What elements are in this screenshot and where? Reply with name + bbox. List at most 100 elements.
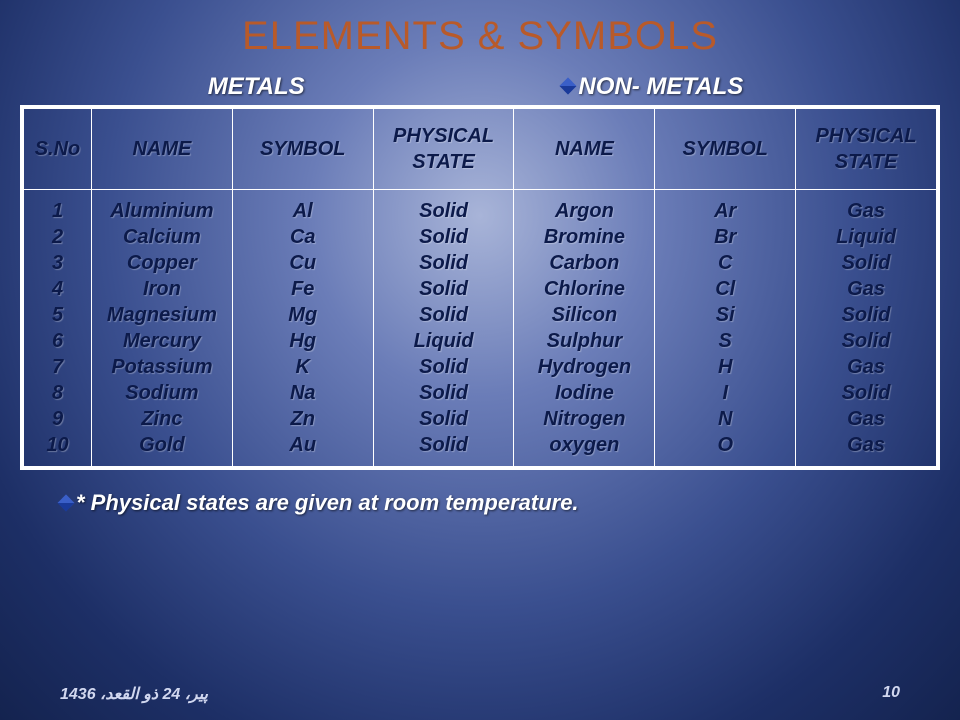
list-item: Al [237,198,369,224]
list-item: Gas [800,354,932,380]
list-item: Mg [237,302,369,328]
list-item: Ca [237,224,369,250]
list-item: 10 [28,432,87,458]
list-item: Solid [378,354,510,380]
list-item: Solid [378,224,510,250]
list-item: Carbon [518,250,650,276]
table-header-row: S.No NAME SYMBOL PHYSICAL STATE NAME SYM… [24,109,937,190]
list-item: Hg [237,328,369,354]
list-item: Au [237,432,369,458]
list-item: Iron [96,276,228,302]
list-item: Solid [378,406,510,432]
list-item: Solid [378,250,510,276]
list-item: Cl [659,276,791,302]
list-item: 2 [28,224,87,250]
col-sym2: SYMBOL [655,109,796,190]
footnote-text: * Physical states are given at room temp… [76,490,579,515]
list-item: Br [659,224,791,250]
col-state2: PHYSICAL STATE [796,109,937,190]
cell-non-name: ArgonBromineCarbonChlorineSiliconSulphur… [514,190,655,467]
list-item: 8 [28,380,87,406]
list-item: Gold [96,432,228,458]
slide: ELEMENTS & SYMBOLS METALS NON- METALS S.… [0,0,960,720]
list-item: Hydrogen [518,354,650,380]
section-nonmetals-wrap: NON- METALS [452,73,940,101]
list-item: Ar [659,198,791,224]
list-item: 6 [28,328,87,354]
list-item: Iodine [518,380,650,406]
list-item: K [237,354,369,380]
col-name2: NAME [514,109,655,190]
list-item: 5 [28,302,87,328]
list-item: Fe [237,276,369,302]
cell-metal-name: AluminiumCalciumCopperIronMagnesiumMercu… [92,190,233,467]
list-item: Solid [800,250,932,276]
list-item: Solid [378,302,510,328]
col-name1: NAME [92,109,233,190]
list-item: 3 [28,250,87,276]
list-item: Cu [237,250,369,276]
list-item: Bromine [518,224,650,250]
list-item: Solid [378,276,510,302]
list-item: Argon [518,198,650,224]
col-sym1: SYMBOL [232,109,373,190]
section-metals-label: METALS [20,73,452,101]
list-item: Gas [800,406,932,432]
col-sno: S.No [24,109,92,190]
list-item: Solid [378,432,510,458]
list-item: oxygen [518,432,650,458]
list-item: Silicon [518,302,650,328]
list-item: Gas [800,432,932,458]
list-item: Magnesium [96,302,228,328]
list-item: Aluminium [96,198,228,224]
list-item: 9 [28,406,87,432]
col-state1: PHYSICAL STATE [373,109,514,190]
list-item: 1 [28,198,87,224]
list-item: I [659,380,791,406]
list-item: Zinc [96,406,228,432]
list-item: Chlorine [518,276,650,302]
list-item: O [659,432,791,458]
list-item: C [659,250,791,276]
list-item: Mercury [96,328,228,354]
list-item: Solid [800,328,932,354]
list-item: Solid [378,380,510,406]
list-item: Liquid [378,328,510,354]
list-item: Sulphur [518,328,650,354]
cell-metal-state: SolidSolidSolidSolidSolidLiquidSolidSoli… [373,190,514,467]
list-item: S [659,328,791,354]
cell-non-state: GasLiquidSolidGasSolidSolidGasSolidGasGa… [796,190,937,467]
diamond-bullet-icon [560,78,577,95]
section-headers: METALS NON- METALS [20,73,940,101]
list-item: Gas [800,276,932,302]
list-item: Solid [800,380,932,406]
section-nonmetals-label: NON- METALS [578,73,743,100]
elements-table: S.No NAME SYMBOL PHYSICAL STATE NAME SYM… [23,108,937,467]
footnote: * Physical states are given at room temp… [40,490,920,516]
list-item: Si [659,302,791,328]
cell-metal-sym: AlCaCuFeMgHgKNaZnAu [232,190,373,467]
slide-footer: پیر، 24 ذو القعد، 1436 10 [0,684,960,704]
list-item: 7 [28,354,87,380]
list-item: Nitrogen [518,406,650,432]
list-item: Na [237,380,369,406]
slide-title: ELEMENTS & SYMBOLS [0,0,960,59]
list-item: Sodium [96,380,228,406]
footer-page: 10 [882,684,900,704]
list-item: H [659,354,791,380]
list-item: Solid [800,302,932,328]
list-item: Gas [800,198,932,224]
elements-table-wrap: S.No NAME SYMBOL PHYSICAL STATE NAME SYM… [20,105,940,470]
list-item: Potassium [96,354,228,380]
list-item: Liquid [800,224,932,250]
cell-sno: 12345678910 [24,190,92,467]
cell-non-sym: ArBrCClSiSHINO [655,190,796,467]
table-data-row: 12345678910 AluminiumCalciumCopperIronMa… [24,190,937,467]
list-item: Calcium [96,224,228,250]
list-item: 4 [28,276,87,302]
diamond-bullet-icon [58,494,75,511]
list-item: Solid [378,198,510,224]
list-item: Zn [237,406,369,432]
footer-date: پیر، 24 ذو القعد، 1436 [60,684,208,704]
list-item: Copper [96,250,228,276]
